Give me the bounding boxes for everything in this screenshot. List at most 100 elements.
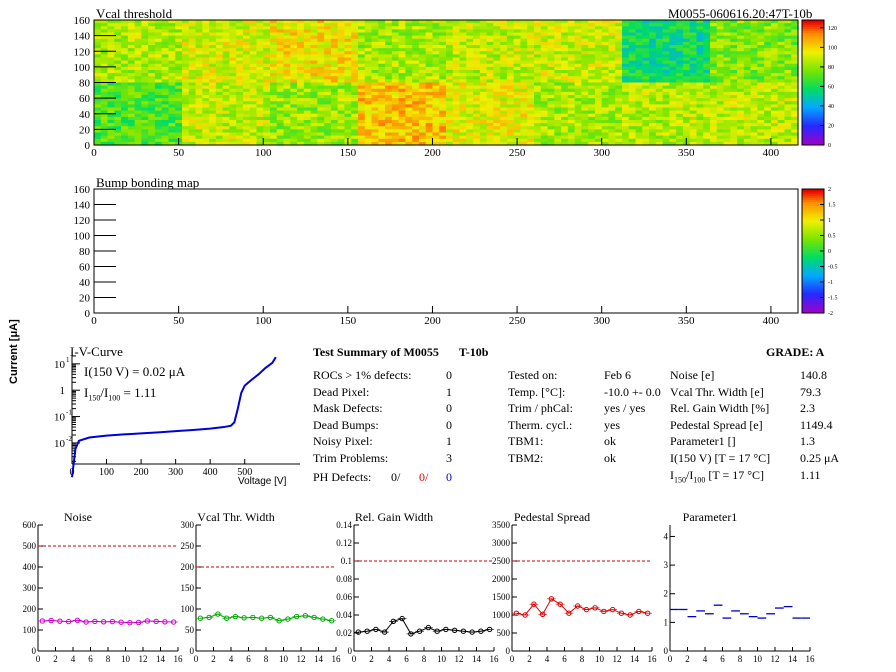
vcal-cell <box>574 60 582 65</box>
vcal-cell <box>236 66 244 71</box>
vcal-cell <box>540 54 549 59</box>
vcal-cell <box>127 26 136 30</box>
vcal-cell <box>209 91 217 96</box>
vcal-cell <box>182 129 190 134</box>
vcal-cell <box>791 85 799 90</box>
vcal-cell <box>676 20 684 24</box>
vcal-cell <box>148 38 156 43</box>
vcal-cell <box>425 88 434 93</box>
vcal-cell <box>168 23 176 27</box>
small-plot-point <box>469 629 475 635</box>
vcal-cell <box>283 57 291 62</box>
vcal-cell <box>154 116 163 121</box>
vcal-cell <box>358 126 366 130</box>
vcal-cell <box>527 107 535 112</box>
vcal-cell <box>297 116 305 121</box>
vcal-cell <box>439 85 447 90</box>
vcal-cell <box>168 141 176 146</box>
vcal-cell <box>270 135 278 140</box>
vcal-cell <box>446 116 454 121</box>
vcal-cell <box>689 76 698 80</box>
vcal-cell <box>236 32 244 37</box>
vcal-cell <box>317 51 325 55</box>
vcal-cell <box>391 104 400 109</box>
vcal-cell <box>351 20 359 24</box>
vcal-cell <box>283 76 291 80</box>
vcal-cell <box>236 95 244 99</box>
vcal-cell <box>534 57 542 62</box>
vcal-cell <box>209 95 217 99</box>
vcal-cell <box>764 85 772 90</box>
vcal-cell <box>391 82 400 87</box>
vcal-cell <box>154 23 163 27</box>
vcal-cell <box>479 95 488 99</box>
vcal-cell <box>236 141 244 146</box>
bump-ytick-label: 0 <box>85 308 91 320</box>
vcal-cell <box>351 91 359 96</box>
vcal-cell <box>276 107 285 112</box>
vcal-cell <box>493 32 501 37</box>
vcal-cell <box>723 88 731 93</box>
vcal-cell <box>777 126 786 130</box>
vcal-cell <box>270 95 278 99</box>
small-plot-point <box>118 619 124 625</box>
vcal-cell <box>594 54 603 59</box>
vcal-cell <box>114 126 122 130</box>
vcal-cell <box>154 79 163 84</box>
vcal-cell <box>344 113 352 118</box>
vcal-cell <box>154 76 163 80</box>
vcal-cell <box>662 51 670 55</box>
vcal-cell <box>446 88 454 93</box>
vcal-cell <box>500 79 508 84</box>
vcal-cell <box>622 129 630 134</box>
small-plot-xtick-label: 14 <box>314 654 324 664</box>
vcal-cell <box>439 138 447 143</box>
vcal-cell <box>594 98 603 102</box>
vcal-cell <box>398 66 406 71</box>
vcal-cell <box>649 66 657 71</box>
vcal-cell <box>412 135 420 140</box>
vcal-scale-cell <box>802 45 824 48</box>
vcal-cell <box>439 91 447 96</box>
vcal-cell <box>276 73 285 77</box>
vcal-cell <box>127 88 136 93</box>
vcal-cell <box>669 123 677 127</box>
vcal-cell <box>425 120 434 124</box>
vcal-cell <box>310 135 318 140</box>
vcal-cell <box>649 141 657 146</box>
vcal-cell <box>405 107 413 112</box>
vcal-cell <box>561 135 569 140</box>
vcal-cell <box>601 95 610 99</box>
vcal-cell <box>513 26 522 30</box>
vcal-cell <box>202 26 210 30</box>
summary-mid-value: ok <box>604 434 616 448</box>
vcal-cell <box>425 138 434 143</box>
vcal-cell <box>229 138 237 143</box>
vcal-cell <box>452 23 461 27</box>
vcal-cell <box>649 104 657 109</box>
vcal-cell <box>229 104 237 109</box>
vcal-cell <box>540 70 549 74</box>
vcal-cell <box>378 113 386 118</box>
small-plot-gain: Rel. Gain Width00.020.040.060.080.10.120… <box>336 510 499 664</box>
vcal-cell <box>303 98 312 102</box>
vcal-cell <box>669 141 677 146</box>
small-plot-xtick-label: 4 <box>545 654 550 664</box>
small-plot-xtick-label: 12 <box>613 654 622 664</box>
vcal-cell <box>385 35 393 40</box>
bump-scale-cell <box>802 230 824 233</box>
vcal-cell <box>716 85 725 90</box>
vcal-cell <box>358 60 366 65</box>
vcal-cell <box>696 135 704 140</box>
vcal-cell <box>154 26 163 30</box>
bump-scale-cell <box>802 298 824 302</box>
vcal-cell <box>486 51 494 55</box>
vcal-cell <box>222 95 230 99</box>
vcal-cell <box>215 51 224 55</box>
vcal-cell <box>473 110 481 115</box>
vcal-cell <box>161 110 170 115</box>
vcal-cell <box>574 91 582 96</box>
vcal-cell <box>391 85 400 90</box>
vcal-cell <box>148 48 156 52</box>
vcal-cell <box>527 41 535 46</box>
